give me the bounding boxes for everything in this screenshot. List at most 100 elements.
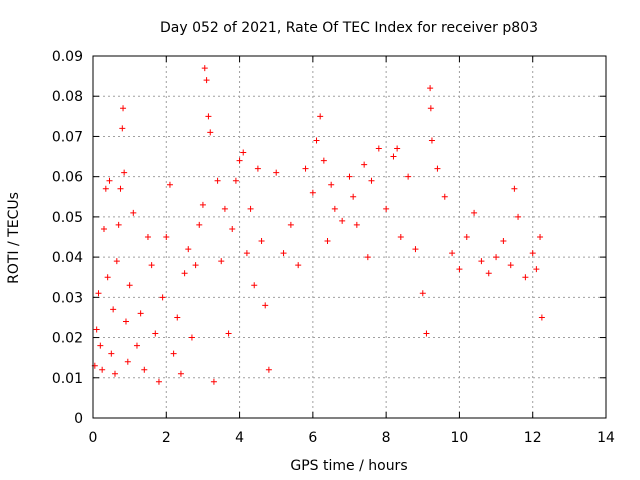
data-point <box>170 350 177 357</box>
data-point <box>533 266 540 273</box>
data-point <box>174 314 181 321</box>
data-point <box>115 221 122 228</box>
data-point <box>205 113 212 120</box>
y-tick-label: 0.06 <box>52 170 83 186</box>
x-tick-label: 12 <box>524 430 542 446</box>
data-point <box>471 209 478 216</box>
data-point <box>221 205 228 212</box>
data-point <box>152 330 159 337</box>
data-point <box>412 246 419 253</box>
data-point <box>251 282 258 289</box>
data-point <box>456 266 463 273</box>
data-point <box>522 274 529 281</box>
data-point <box>423 330 430 337</box>
data-point <box>302 165 309 172</box>
data-point <box>159 294 166 301</box>
data-point <box>95 290 102 297</box>
data-point <box>295 262 302 269</box>
data-point <box>229 225 236 232</box>
data-point <box>104 274 111 281</box>
data-point <box>240 149 247 156</box>
data-point <box>207 129 214 136</box>
grid-lines <box>93 56 606 418</box>
y-tick-label: 0.08 <box>52 89 83 105</box>
y-tick-label: 0.02 <box>52 331 83 347</box>
data-point <box>108 350 115 357</box>
data-point <box>141 366 148 373</box>
data-point <box>419 290 426 297</box>
data-point <box>111 370 118 377</box>
data-point <box>478 258 485 265</box>
data-point <box>375 145 382 152</box>
data-point <box>120 105 127 112</box>
data-point <box>243 250 250 257</box>
data-point <box>130 209 137 216</box>
data-point <box>225 330 232 337</box>
data-point <box>511 185 518 192</box>
data-point <box>121 169 128 176</box>
data-point <box>405 173 412 180</box>
y-tick-label: 0.01 <box>52 371 83 387</box>
data-point <box>324 238 331 245</box>
axis-ticks: 0 0.01 0.02 0.03 0.04 0.05 0.06 0.07 0.08 0.09 0 2 4… <box>52 49 615 446</box>
data-point <box>106 177 113 184</box>
data-point <box>177 370 184 377</box>
data-point <box>328 181 335 188</box>
data-point <box>273 169 280 176</box>
data-point <box>427 85 434 92</box>
data-point <box>262 302 269 309</box>
data-point <box>394 145 401 152</box>
data-point <box>110 306 117 313</box>
data-point <box>309 189 316 196</box>
x-tick-label: 2 <box>162 430 171 446</box>
data-point <box>287 221 294 228</box>
data-point <box>100 225 107 232</box>
data-point <box>133 342 140 349</box>
data-point <box>441 193 448 200</box>
data-point <box>137 310 144 317</box>
data-point <box>119 125 126 132</box>
data-point <box>427 105 434 112</box>
chart-title: Day 052 of 2021, Rate Of TEC Index for r… <box>160 20 538 36</box>
data-point <box>463 234 470 240</box>
data-point <box>117 185 124 192</box>
data-point <box>280 250 287 257</box>
data-point <box>203 77 210 84</box>
data-point <box>166 181 173 188</box>
data-point <box>320 157 327 164</box>
y-tick-label: 0.09 <box>52 49 83 65</box>
x-tick-label: 10 <box>451 430 469 446</box>
y-tick-label: 0.04 <box>52 250 83 266</box>
data-point <box>155 378 162 385</box>
data-point <box>102 185 109 192</box>
data-point <box>537 234 544 240</box>
data-point <box>397 234 404 240</box>
data-point <box>218 258 225 265</box>
data-point <box>254 165 261 172</box>
data-point <box>313 137 320 144</box>
data-point <box>368 177 375 184</box>
y-tick-label: 0.03 <box>52 290 83 306</box>
data-point <box>353 221 360 228</box>
data-point <box>390 153 397 160</box>
data-point <box>317 113 324 120</box>
data-point <box>126 282 133 289</box>
data-point <box>163 234 170 240</box>
x-tick-label: 4 <box>235 430 244 446</box>
data-point <box>232 177 239 184</box>
data-point <box>93 326 100 333</box>
data-point <box>192 262 199 269</box>
data-point <box>99 366 106 373</box>
data-point <box>97 342 104 349</box>
data-point <box>331 205 338 212</box>
x-tick-label: 6 <box>308 430 317 446</box>
data-point <box>507 262 514 269</box>
data-point <box>485 270 492 277</box>
y-tick-label: 0.05 <box>52 210 83 226</box>
data-point <box>364 254 371 261</box>
data-point <box>449 250 456 257</box>
data-point <box>236 157 243 164</box>
y-axis-label: ROTI / TECUs <box>6 192 22 284</box>
data-point <box>181 270 188 277</box>
